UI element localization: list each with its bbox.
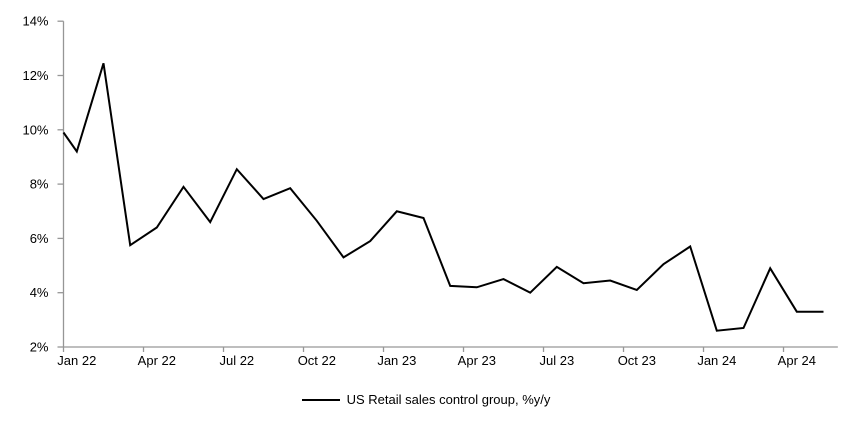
legend-line-sample: [301, 398, 340, 401]
x-tick-label: Jan 23: [377, 353, 416, 368]
y-tick-label: 2%: [30, 340, 49, 355]
data-series-line: [62, 63, 824, 332]
chart-legend: US Retail sales control group, %y/y: [0, 392, 852, 407]
legend-label: US Retail sales control group, %y/y: [346, 392, 551, 407]
y-tick-label: 6%: [30, 231, 49, 246]
y-tick-label: 4%: [30, 285, 49, 300]
y-tick-label: 12%: [22, 68, 48, 83]
x-tick-label: Apr 23: [458, 353, 496, 368]
y-tick-label: 14%: [22, 14, 48, 29]
x-tick-label: Oct 22: [298, 353, 336, 368]
x-tick-label: Jul 23: [539, 353, 574, 368]
x-tick-label: Jan 22: [57, 353, 96, 368]
x-tick-label: Jul 22: [219, 353, 254, 368]
x-tick-label: Jan 24: [697, 353, 736, 368]
line-chart-canvas: 2% 4% 6% 8% 10% 12% 14% Jan 22 Apr 22 Jul 22 Oct 2…: [22, 14, 838, 368]
x-tick-label: Apr 22: [138, 353, 176, 368]
y-tick-label: 10%: [22, 122, 48, 137]
x-tick-label: Apr 24: [778, 353, 816, 368]
x-tick-label: Oct 23: [618, 353, 656, 368]
y-tick-label: 8%: [30, 177, 49, 192]
